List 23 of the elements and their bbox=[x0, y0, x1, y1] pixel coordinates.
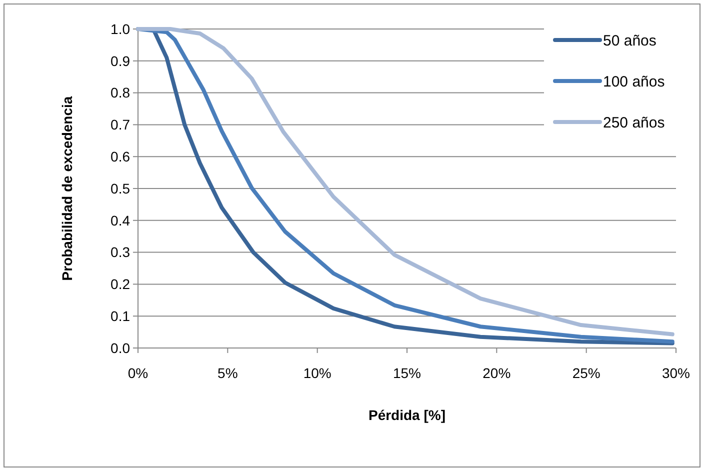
y-tick-label: 0.1 bbox=[110, 308, 130, 324]
y-tick-label: 0.7 bbox=[110, 116, 130, 133]
y-tick-label: 0.2 bbox=[110, 276, 130, 292]
y-axis-title: Probabilidad de excedencia bbox=[59, 96, 75, 281]
x-tick-label: 25% bbox=[572, 365, 600, 381]
legend-label: 50 años bbox=[603, 32, 656, 50]
x-axis-title: Pérdida [%] bbox=[368, 407, 446, 423]
y-tick-label: 0.4 bbox=[110, 212, 130, 228]
legend-label: 100 años bbox=[603, 73, 665, 90]
x-tick-label: 10% bbox=[303, 365, 332, 381]
y-tick-label: 0.3 bbox=[110, 244, 130, 260]
x-tick-label: 30% bbox=[662, 365, 690, 381]
y-tick-label: 1.0 bbox=[110, 20, 130, 37]
x-tick-label: 5% bbox=[218, 365, 238, 381]
y-tick-label: 0.9 bbox=[110, 52, 130, 69]
legend-label: 250 años bbox=[603, 114, 665, 132]
x-tick-label: 20% bbox=[482, 365, 511, 381]
y-tick-label: 0.8 bbox=[110, 84, 130, 101]
y-tick-label: 0.0 bbox=[110, 340, 130, 356]
y-tick-label: 0.5 bbox=[110, 180, 130, 196]
x-tick-label: 0% bbox=[128, 365, 148, 381]
y-tick-label: 0.6 bbox=[110, 148, 130, 164]
x-tick-label: 15% bbox=[392, 365, 422, 381]
